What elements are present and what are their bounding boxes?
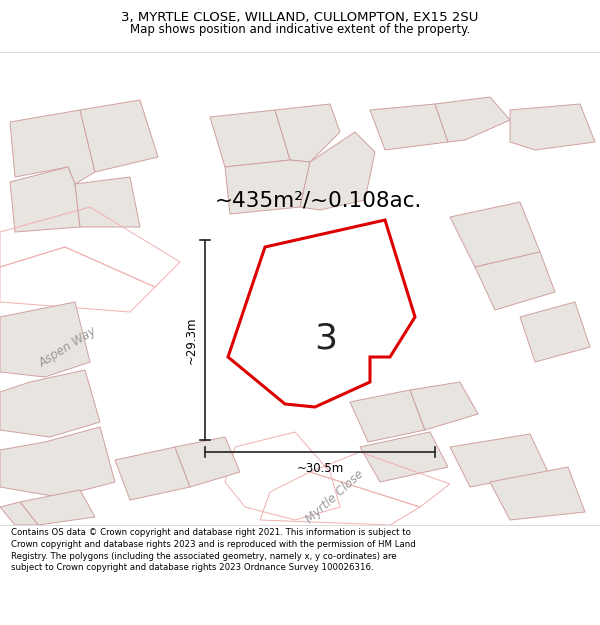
Polygon shape bbox=[520, 302, 590, 362]
Polygon shape bbox=[115, 447, 190, 500]
Text: Map shows position and indicative extent of the property.: Map shows position and indicative extent… bbox=[130, 23, 470, 36]
Polygon shape bbox=[510, 104, 595, 150]
Polygon shape bbox=[350, 390, 425, 442]
Polygon shape bbox=[175, 437, 240, 487]
Polygon shape bbox=[435, 97, 510, 142]
Polygon shape bbox=[225, 160, 310, 214]
Polygon shape bbox=[410, 382, 478, 430]
Polygon shape bbox=[450, 434, 548, 487]
Text: 3, MYRTLE CLOSE, WILLAND, CULLOMPTON, EX15 2SU: 3, MYRTLE CLOSE, WILLAND, CULLOMPTON, EX… bbox=[121, 11, 479, 24]
Polygon shape bbox=[300, 132, 375, 210]
Polygon shape bbox=[275, 104, 340, 162]
Text: ~30.5m: ~30.5m bbox=[296, 462, 344, 475]
Polygon shape bbox=[0, 502, 38, 525]
Text: Contains OS data © Crown copyright and database right 2021. This information is : Contains OS data © Crown copyright and d… bbox=[11, 528, 416, 572]
Polygon shape bbox=[490, 467, 585, 520]
Polygon shape bbox=[0, 302, 90, 377]
Polygon shape bbox=[210, 110, 290, 167]
Text: 3: 3 bbox=[314, 322, 337, 356]
Polygon shape bbox=[370, 104, 448, 150]
Polygon shape bbox=[20, 490, 95, 525]
Polygon shape bbox=[0, 370, 100, 437]
Polygon shape bbox=[80, 100, 158, 172]
Polygon shape bbox=[75, 177, 140, 227]
Text: ~435m²/~0.108ac.: ~435m²/~0.108ac. bbox=[215, 190, 422, 210]
Polygon shape bbox=[0, 427, 115, 497]
Polygon shape bbox=[450, 202, 540, 267]
Text: Aspen Way: Aspen Way bbox=[37, 324, 99, 370]
Text: Myrtle Close: Myrtle Close bbox=[304, 468, 367, 526]
Polygon shape bbox=[228, 220, 415, 407]
Polygon shape bbox=[10, 167, 80, 232]
Polygon shape bbox=[10, 110, 95, 184]
Polygon shape bbox=[360, 432, 448, 482]
Polygon shape bbox=[475, 252, 555, 310]
Text: ~29.3m: ~29.3m bbox=[185, 316, 197, 364]
